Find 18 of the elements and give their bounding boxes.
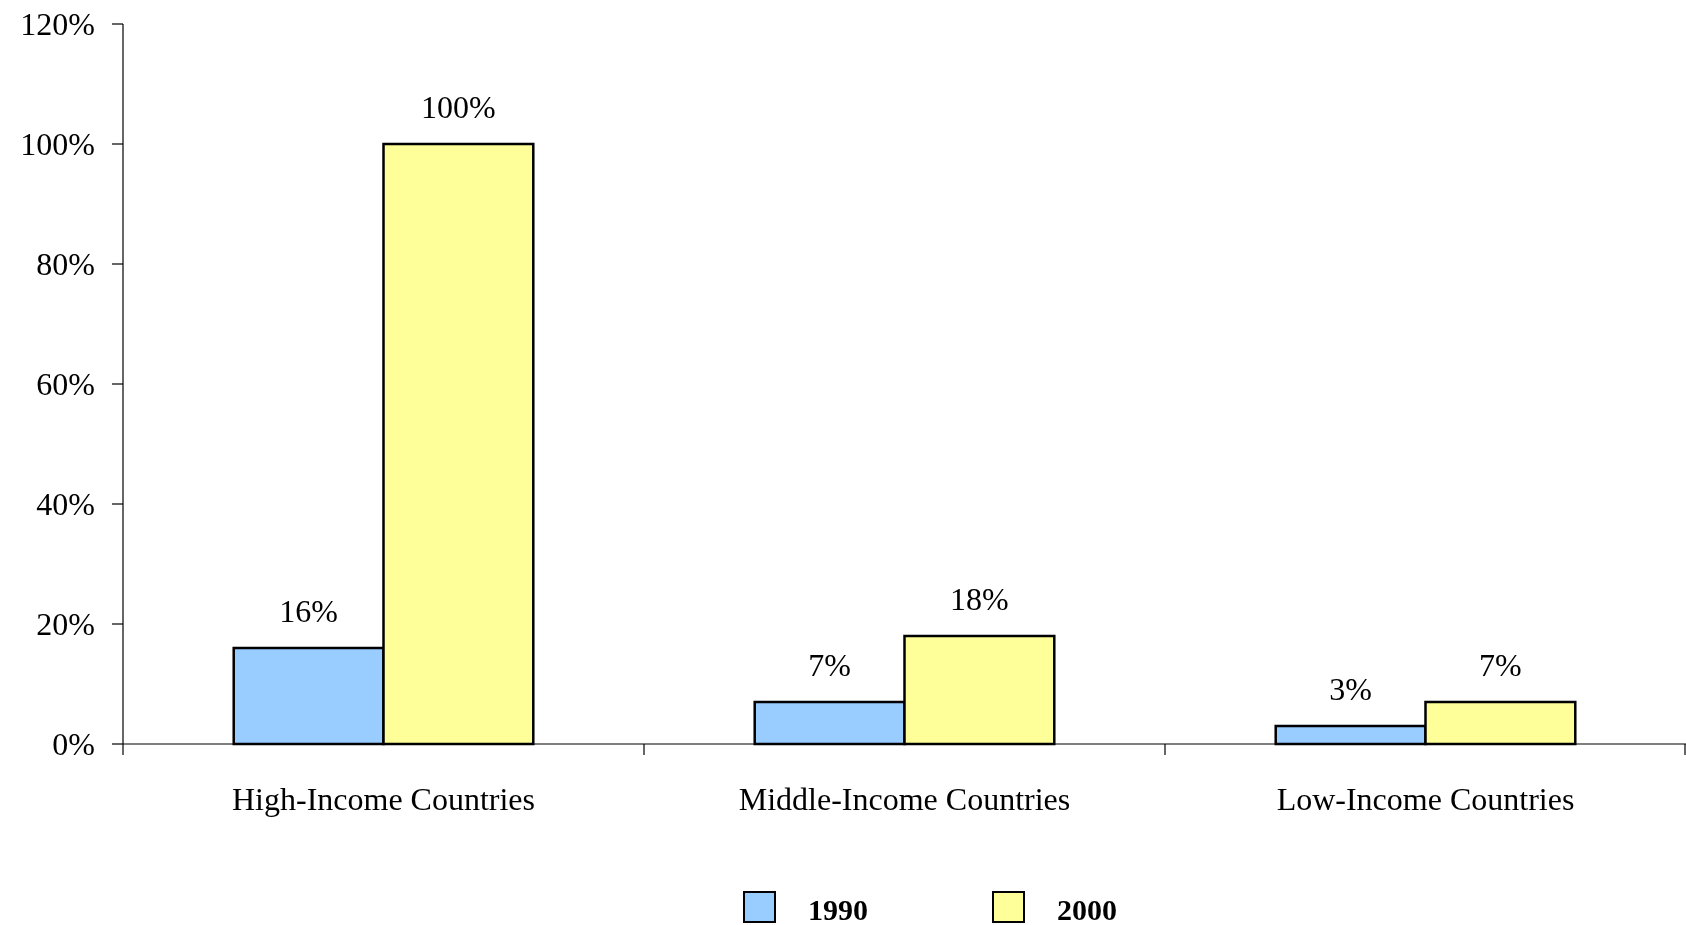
data-label: 16% [279, 593, 338, 629]
data-label: 100% [421, 89, 496, 125]
y-tick-label: 120% [20, 6, 95, 43]
data-label: 7% [808, 647, 851, 683]
y-tick-label: 20% [36, 606, 95, 643]
data-label: 3% [1329, 671, 1372, 707]
y-tick-label: 60% [36, 366, 95, 403]
data-label: 18% [950, 581, 1009, 617]
y-tick-label: 0% [52, 726, 95, 763]
legend-label: 1990 [808, 893, 868, 925]
x-tick-label: Low-Income Countries [1276, 781, 1575, 817]
y-tick-label: 100% [20, 126, 95, 163]
y-tick-label: 80% [36, 246, 95, 283]
x-tick-label: Middle-Income Countries [738, 781, 1071, 817]
y-tick-label: 40% [36, 486, 95, 523]
legend-label: 2000 [1057, 893, 1117, 925]
x-tick-label: High-Income Countries [231, 781, 536, 817]
data-label: 7% [1479, 647, 1522, 683]
